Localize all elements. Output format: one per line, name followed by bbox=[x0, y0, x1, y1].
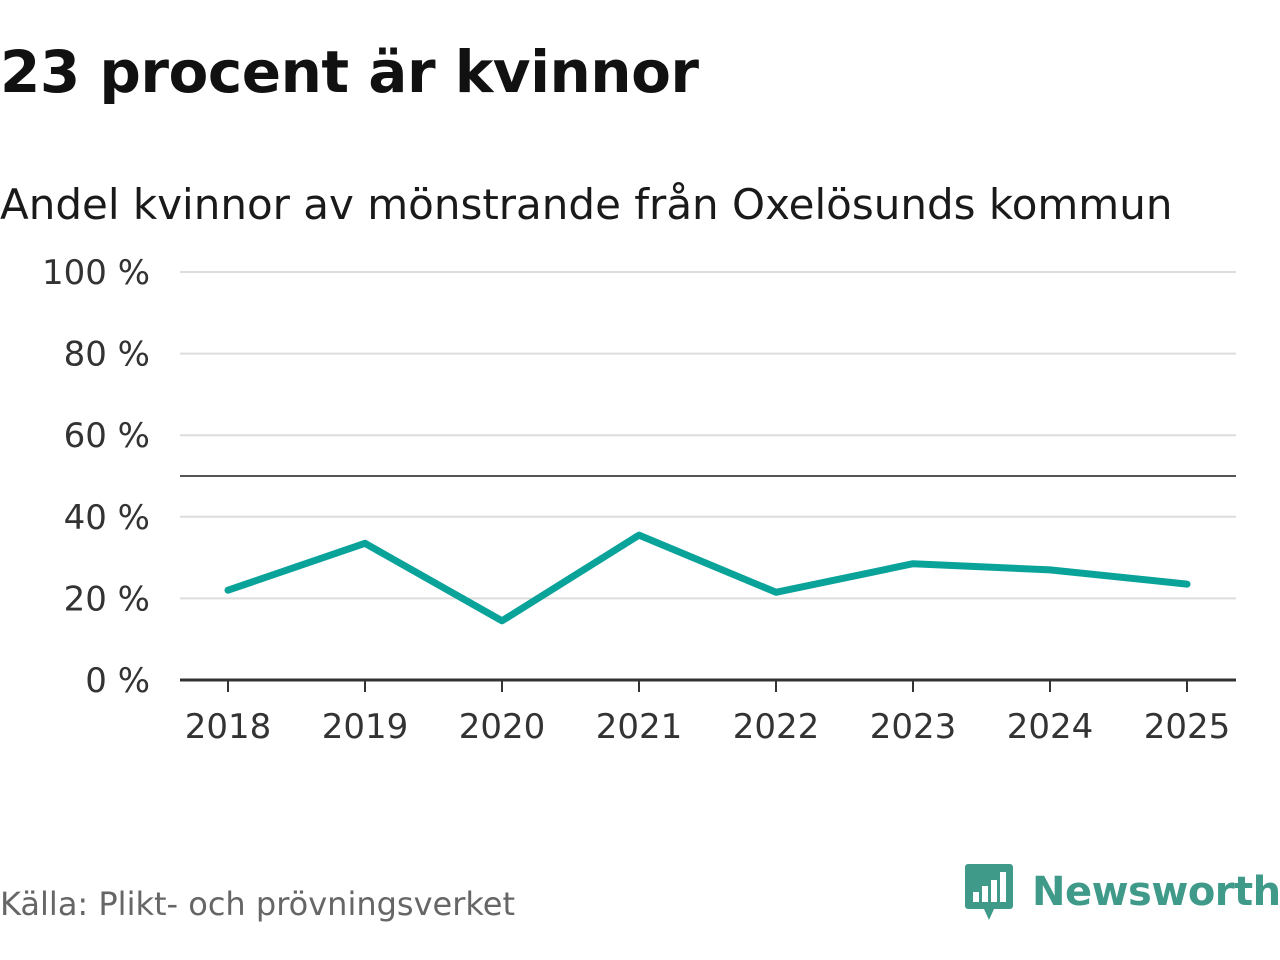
bar-chart-pin-icon bbox=[965, 864, 1013, 920]
page-title: 23 procent är kvinnor bbox=[0, 38, 699, 106]
x-axis-tick-labels: 2018 2019 2020 2021 2022 2023 2024 2025 bbox=[185, 707, 1231, 747]
x-tick-label: 2024 bbox=[1007, 707, 1094, 747]
brand-logo: Newsworthy bbox=[964, 862, 1280, 922]
x-tick-label: 2023 bbox=[870, 707, 957, 747]
y-axis-tick-labels: 0 % 20 % 40 % 60 % 80 % 100 % bbox=[42, 253, 150, 701]
chart-title: Andel kvinnor av mönstrande från Oxelösu… bbox=[0, 180, 1173, 229]
series-line bbox=[224, 531, 1191, 625]
y-tick-label: 80 % bbox=[64, 335, 150, 375]
source-note: Källa: Plikt- och prövningsverket bbox=[0, 885, 515, 923]
series-layer bbox=[224, 531, 1191, 625]
x-tick-label: 2025 bbox=[1144, 707, 1231, 747]
y-tick-label: 40 % bbox=[64, 498, 150, 538]
x-tick-label: 2018 bbox=[185, 707, 272, 747]
grid-lines bbox=[180, 271, 1236, 600]
y-tick-label: 100 % bbox=[42, 253, 150, 293]
x-tick-label: 2021 bbox=[596, 707, 683, 747]
x-tick-label: 2022 bbox=[733, 707, 820, 747]
y-tick-label: 0 % bbox=[85, 661, 150, 701]
x-axis bbox=[180, 678, 1236, 692]
x-tick-label: 2019 bbox=[322, 707, 409, 747]
y-tick-label: 20 % bbox=[64, 579, 150, 619]
brand-name: Newsworthy bbox=[1032, 869, 1280, 915]
y-tick-label: 60 % bbox=[64, 416, 150, 456]
x-tick-label: 2020 bbox=[459, 707, 546, 747]
